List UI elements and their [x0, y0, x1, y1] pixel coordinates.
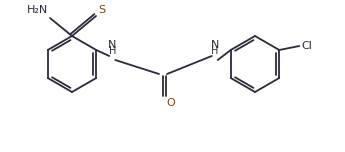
Text: Cl: Cl	[301, 41, 312, 51]
Text: H₂N: H₂N	[27, 5, 48, 15]
Text: S: S	[98, 5, 105, 15]
Text: H: H	[211, 46, 218, 56]
Text: O: O	[166, 98, 175, 108]
Text: N: N	[210, 40, 219, 50]
Text: H: H	[109, 46, 116, 56]
Text: N: N	[108, 40, 116, 50]
